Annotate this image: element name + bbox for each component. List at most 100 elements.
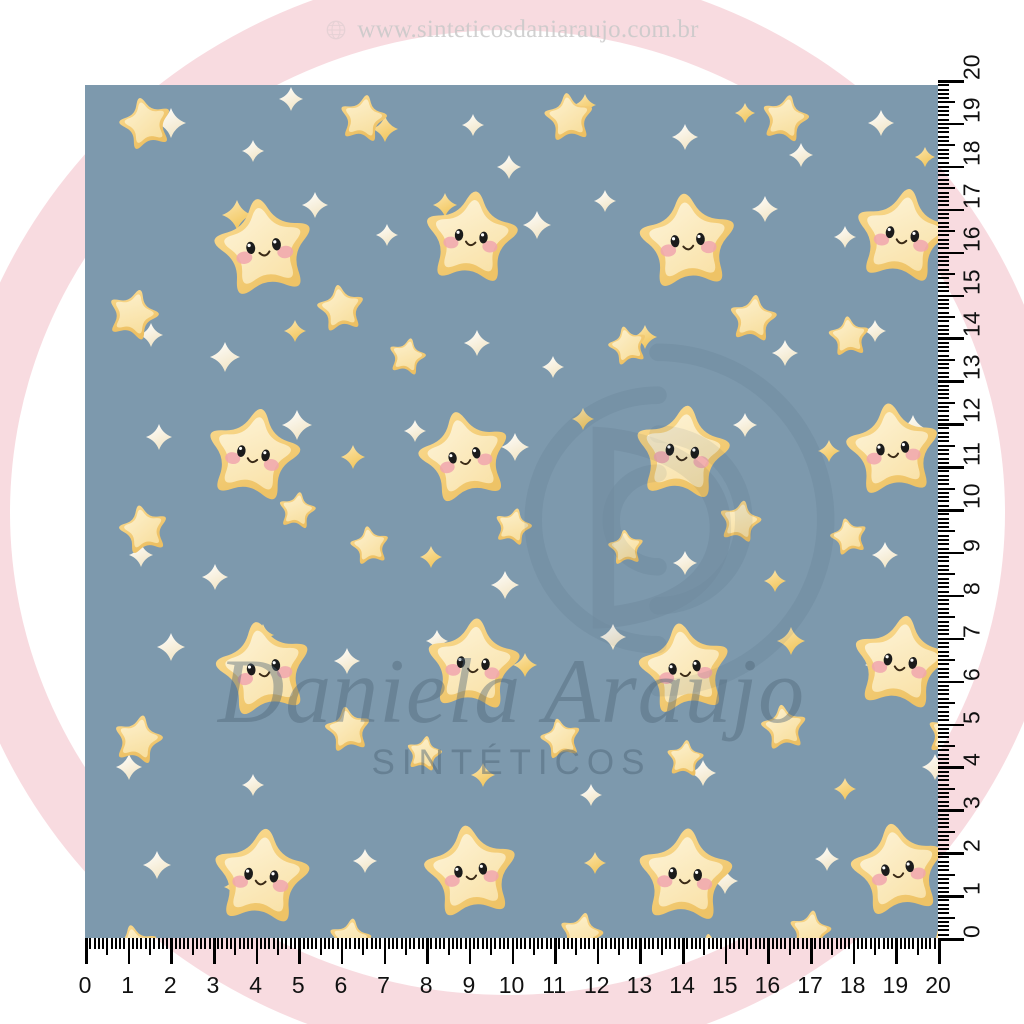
ruler-tick-mm: [938, 144, 955, 147]
sparkle-icon: [222, 200, 252, 230]
sparkle-icon: [574, 94, 596, 116]
ruler-tick-mm: [792, 938, 795, 949]
ruler-tick-mm: [827, 938, 830, 949]
ruler-tick-cm: [554, 938, 557, 964]
ruler-tick-cm: [938, 938, 964, 941]
ruler-tick-mm: [848, 938, 851, 949]
ruler-tick-mm: [938, 436, 949, 439]
ruler-tick-mm: [938, 161, 949, 164]
ruler-tick-mm: [938, 659, 955, 662]
ruler-tick-mm: [938, 234, 949, 237]
ruler-tick-cm: [938, 251, 964, 255]
star-smile: [246, 457, 259, 464]
ruler-tick-cm: [938, 766, 964, 769]
ruler-tick-mm: [460, 938, 463, 949]
ruler-tick-cm: [212, 938, 216, 964]
ruler-tick-mm: [221, 938, 224, 949]
star-smile: [258, 671, 271, 678]
ruler-tick-mm: [938, 410, 949, 413]
star-cheek: [225, 452, 241, 465]
kawaii-star: [214, 199, 310, 294]
ruler-label: 18: [839, 972, 866, 998]
small-star: [341, 95, 387, 141]
ruler-tick-mm: [592, 938, 595, 949]
ruler-tick-mm: [938, 363, 949, 366]
star-cheek: [482, 240, 498, 253]
ruler-tick-mm: [938, 805, 949, 807]
star-eye-highlight: [885, 655, 889, 659]
ruler-tick-mm: [375, 938, 378, 949]
ruler-tick-mm: [865, 938, 868, 949]
ruler-tick-mm: [938, 195, 949, 198]
ruler-tick-mm: [938, 255, 949, 258]
ruler-tick-mm: [140, 938, 143, 949]
small-star: [330, 918, 372, 938]
sparkle-icon: [777, 627, 805, 655]
ruler-tick-mm: [733, 938, 736, 949]
sparkle-icon: [404, 420, 426, 442]
sparkle-icon: [542, 356, 564, 378]
ruler-label: 1: [121, 972, 135, 998]
ruler-tick-mm: [601, 938, 604, 949]
ruler-tick-mm: [882, 938, 885, 949]
ruler-tick-mm: [938, 929, 949, 932]
ruler-tick-mm: [938, 710, 949, 713]
ruler-tick-mm: [660, 938, 663, 955]
ruler-tick-mm: [938, 521, 949, 524]
small-star: [761, 704, 806, 749]
ruler-label: 9: [958, 539, 985, 552]
ruler-tick-mm: [938, 427, 949, 430]
star-smile: [895, 238, 908, 245]
ruler-tick-mm: [148, 938, 151, 955]
ruler-tick-mm: [835, 938, 838, 949]
star-eye-highlight: [695, 870, 699, 874]
ruler-tick-mm: [938, 693, 949, 696]
ruler-tick-mm: [707, 938, 710, 949]
ruler-tick-mm: [362, 938, 365, 955]
small-star: [720, 500, 762, 542]
star-eye-highlight: [670, 869, 674, 873]
ruler-tick-mm: [938, 886, 949, 889]
star-eye-highlight: [901, 442, 906, 447]
kawaii-star: [639, 193, 734, 286]
star-cheek: [660, 244, 677, 257]
ruler-tick-mm: [349, 938, 352, 949]
ruler-label: 11: [542, 972, 567, 998]
star-cheek: [696, 878, 713, 891]
ruler-tick-mm: [938, 714, 949, 717]
ruler-tick-mm: [938, 749, 949, 752]
ruler-tick-mm: [874, 938, 877, 955]
ruler-tick-mm: [938, 114, 949, 117]
ruler-tick-mm: [856, 938, 859, 949]
ruler-tick-cm: [639, 938, 643, 964]
horizontal-ruler: 0 1 2 3 4 5 6 7 8 9 10 11 12 13 14 15 16 17 18 19 20: [79, 938, 951, 1014]
ruler-tick-mm: [938, 933, 949, 936]
sparkle-icon: [594, 190, 616, 212]
star-eye-highlight: [271, 872, 275, 876]
ruler-tick-cm: [938, 809, 964, 812]
sparkle-icon: [580, 784, 602, 806]
ruler-tick-mm: [938, 418, 949, 421]
ruler-tick-cm: [938, 551, 964, 555]
ruler-tick-mm: [938, 388, 949, 391]
ruler-tick-mm: [938, 633, 949, 636]
ruler-tick-mm: [938, 277, 949, 280]
ruler-tick-mm: [123, 938, 126, 949]
ruler-tick-cm: [298, 938, 301, 964]
ruler-tick-mm: [421, 938, 424, 949]
ruler-tick-mm: [938, 736, 949, 739]
ruler-tick-mm: [899, 938, 902, 949]
ruler-tick-mm: [938, 779, 949, 782]
ruler-tick-mm: [494, 938, 497, 949]
ruler-tick-mm: [938, 230, 955, 233]
ruler-tick-mm: [490, 938, 493, 955]
ruler-tick-mm: [443, 938, 446, 949]
star-cheek: [873, 233, 890, 246]
ruler-label: 16: [754, 972, 781, 998]
ruler-tick-mm: [938, 620, 949, 623]
small-star: [496, 508, 532, 545]
ruler-tick-mm: [938, 273, 955, 276]
ruler-tick-mm: [938, 611, 949, 614]
ruler-tick-mm: [938, 787, 955, 790]
